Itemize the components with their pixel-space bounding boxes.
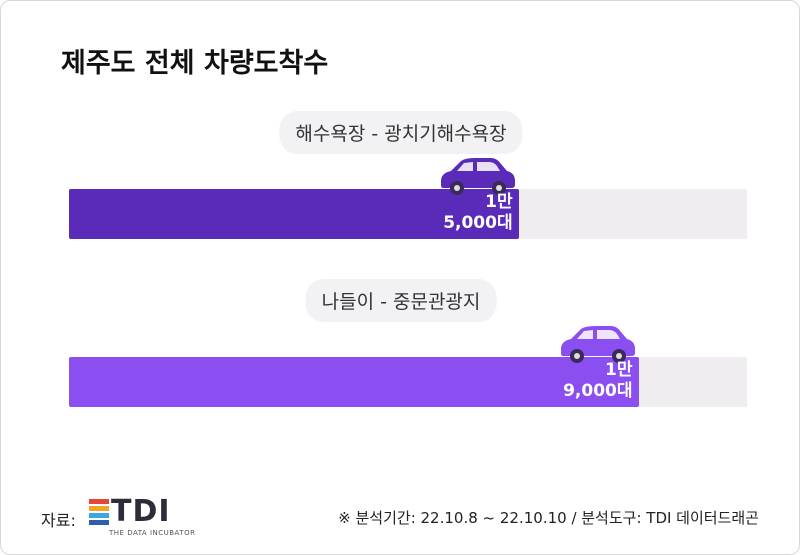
footnote: ※ 분석기간: 22.10.8 ~ 22.10.10 / 분석도구: TDI 데… xyxy=(338,509,759,527)
source-label: 자료: xyxy=(41,511,76,530)
bar xyxy=(69,189,519,239)
value-label: 1만 5,000대 xyxy=(443,192,513,233)
chart-title: 제주도 전체 차량도착수 xyxy=(61,48,329,79)
car-icon xyxy=(435,155,517,201)
logo-subtitle: THE DATA INCUBATOR xyxy=(109,529,196,537)
logo-stripes xyxy=(89,499,109,525)
category-label: 나들이 - 중문관광지 xyxy=(305,279,497,322)
logo: TDI xyxy=(111,494,171,529)
bar xyxy=(69,357,639,407)
value-label: 1만 9,000대 xyxy=(563,360,633,401)
category-label: 해수욕장 - 광치기해수욕장 xyxy=(279,111,523,154)
car-icon xyxy=(555,323,637,369)
